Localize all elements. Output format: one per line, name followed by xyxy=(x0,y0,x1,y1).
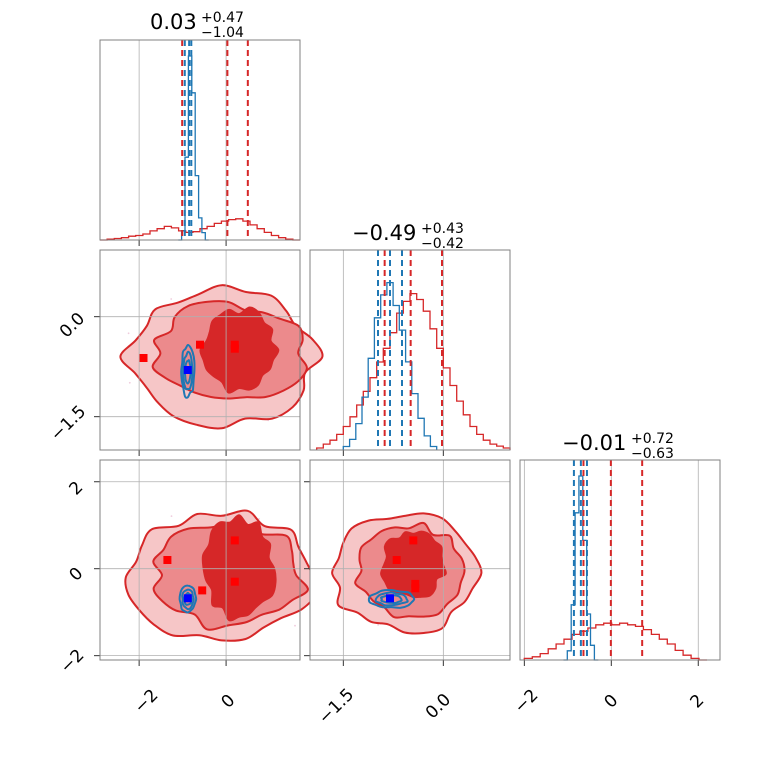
title-param-1: 0.03 +0.47 −1.04 xyxy=(150,10,244,41)
scatter-panel-1 xyxy=(94,249,324,456)
blue-contour-level-1 xyxy=(367,588,416,609)
scatter-panel-3 xyxy=(304,459,511,666)
red-histogram xyxy=(100,218,300,241)
title-1-minus: −1.04 xyxy=(201,25,244,41)
blue-contour-level-1 xyxy=(178,584,198,614)
x-tick-labels: −2 0 −1.5 0.0 −2 0 2 xyxy=(131,685,709,728)
diagonal-panel-3 xyxy=(519,459,721,666)
title-param-3: −0.01 +0.72 −0.63 xyxy=(562,431,674,462)
y2-tick-label: 0.0 xyxy=(56,309,89,342)
red-marker xyxy=(392,556,401,564)
red-marker xyxy=(139,354,148,362)
x3-tick-label: 2 xyxy=(687,691,709,713)
y2-tick-label: −1.5 xyxy=(47,402,90,445)
sample-point xyxy=(128,381,131,384)
panel-frame xyxy=(519,459,721,661)
sample-point xyxy=(377,624,379,626)
blue-contour-level-2 xyxy=(182,350,194,391)
title-1-plus: +0.47 xyxy=(201,10,244,26)
plot-panels xyxy=(94,39,721,666)
red-marker xyxy=(198,586,207,595)
red-marker xyxy=(230,577,239,586)
red-contour-level-3 xyxy=(199,306,280,394)
red-marker xyxy=(411,579,420,588)
red-marker xyxy=(230,536,239,545)
red-marker xyxy=(409,536,418,545)
y3-tick-label: 0 xyxy=(66,564,88,586)
title-2-plus: +0.43 xyxy=(421,221,464,237)
blue-marker xyxy=(183,366,192,374)
y-tick-labels: 0.0 −1.5 2 0 −2 xyxy=(47,309,90,678)
title-3-main: −0.01 xyxy=(562,431,626,455)
sample-point xyxy=(294,624,296,627)
title-3-minus: −0.63 xyxy=(631,446,674,462)
sample-point xyxy=(170,515,173,517)
red-marker xyxy=(196,340,204,349)
red-marker xyxy=(411,584,420,593)
blue-marker xyxy=(386,594,394,603)
panel-background xyxy=(100,40,300,240)
blue-contour-level-1 xyxy=(180,343,196,399)
x1-tick-label: −2 xyxy=(131,686,163,718)
x3-tick-label: 0 xyxy=(601,691,623,713)
y3-tick-label: −2 xyxy=(57,646,89,678)
title-3-plus: +0.72 xyxy=(631,431,674,447)
blue-contour-level-2 xyxy=(374,591,409,607)
y3-tick-label: 2 xyxy=(66,478,88,500)
sample-point xyxy=(258,518,260,520)
blue-contour-level-2 xyxy=(181,588,195,611)
title-1-main: 0.03 xyxy=(150,10,197,34)
title-2-main: −0.49 xyxy=(352,221,416,245)
panel-frame xyxy=(309,459,511,661)
scatter-panel-2 xyxy=(94,459,317,666)
x2-tick-label: 0.0 xyxy=(422,690,455,723)
red-contour-level-3 xyxy=(380,530,447,599)
diagonal-panel-2 xyxy=(309,249,511,456)
x3-tick-label: −2 xyxy=(511,686,543,718)
x2-tick-label: −1.5 xyxy=(315,685,358,728)
x1-tick-label: 0 xyxy=(218,691,240,713)
title-param-2: −0.49 +0.43 −0.42 xyxy=(352,221,464,252)
red-marker xyxy=(230,344,239,353)
red-marker xyxy=(163,556,172,564)
blue-contour-level-3 xyxy=(380,594,403,605)
panel-frame xyxy=(99,249,301,451)
panel-frame xyxy=(99,459,301,661)
panel-frame xyxy=(99,39,301,241)
sample-point xyxy=(127,332,130,335)
blue-marker xyxy=(183,594,192,603)
title-2-minus: −0.42 xyxy=(421,236,464,252)
diagonal-panel-1 xyxy=(99,39,301,246)
panel-background xyxy=(520,460,720,660)
red-histogram xyxy=(316,292,511,450)
sample-point xyxy=(170,298,173,300)
